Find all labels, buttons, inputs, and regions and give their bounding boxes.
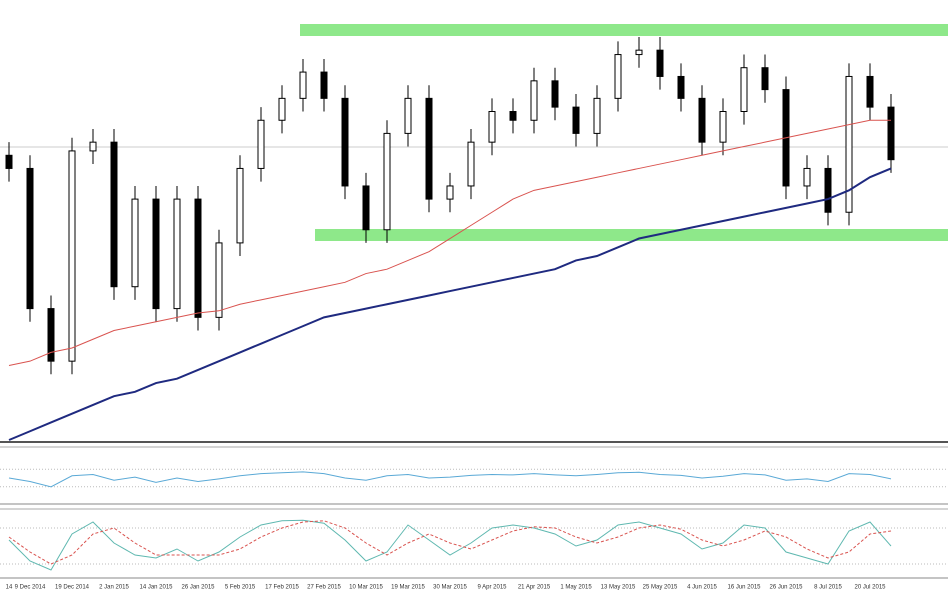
candle-body bbox=[509, 111, 517, 121]
x-tick-label: 2 Jan 2015 bbox=[99, 585, 129, 591]
candle-body bbox=[173, 198, 181, 310]
indicator-line bbox=[8, 119, 891, 367]
candle-body bbox=[404, 97, 412, 134]
x-tick-label: 26 Jan 2015 bbox=[181, 585, 215, 591]
x-tick-label: 26 Jun 2015 bbox=[769, 585, 803, 591]
indicator-line bbox=[8, 167, 892, 441]
candle-body bbox=[257, 119, 265, 169]
x-tick-label: 9 Dec 2014 bbox=[15, 585, 46, 591]
candle-body bbox=[551, 80, 559, 108]
candle-body bbox=[719, 111, 727, 143]
candle-body bbox=[47, 308, 55, 362]
x-tick-label: 4 Jun 2015 bbox=[687, 585, 717, 591]
candle-body bbox=[635, 49, 643, 56]
candle-body bbox=[593, 97, 601, 134]
x-tick-label: 27 Feb 2015 bbox=[307, 585, 341, 591]
candle-body bbox=[68, 150, 76, 362]
candle-body bbox=[89, 141, 97, 152]
candle-body bbox=[656, 49, 664, 77]
x-tick-label: 14 bbox=[6, 585, 13, 591]
candle-body bbox=[215, 242, 223, 318]
candle-body bbox=[278, 97, 286, 121]
x-tick-label: 13 May 2015 bbox=[601, 585, 636, 591]
candle-body bbox=[845, 75, 853, 213]
x-tick-label: 9 Apr 2015 bbox=[477, 585, 507, 591]
candle-body bbox=[110, 141, 118, 288]
support-zone bbox=[315, 229, 948, 241]
x-tick-label: 14 Jan 2015 bbox=[139, 585, 173, 591]
x-tick-label: 5 Feb 2015 bbox=[225, 585, 256, 591]
candle-body bbox=[698, 97, 706, 143]
x-tick-label: 30 Mar 2015 bbox=[433, 585, 467, 591]
x-tick-label: 8 Jul 2015 bbox=[814, 585, 842, 591]
indicator-line bbox=[8, 519, 892, 571]
candle-body bbox=[761, 67, 769, 91]
candle-body bbox=[677, 75, 685, 99]
x-tick-label: 25 May 2015 bbox=[643, 585, 678, 591]
candle-body bbox=[5, 154, 13, 169]
candle-body bbox=[26, 167, 34, 310]
candle-body bbox=[488, 111, 496, 143]
candle-body bbox=[341, 97, 349, 187]
x-tick-label: 10 Mar 2015 bbox=[349, 585, 383, 591]
indicator-line bbox=[8, 520, 892, 565]
candle-body bbox=[530, 80, 538, 121]
candle-body bbox=[467, 141, 475, 187]
candle-body bbox=[299, 71, 307, 99]
x-tick-label: 1 May 2015 bbox=[560, 585, 592, 591]
candle-body bbox=[887, 106, 895, 161]
candle-body bbox=[740, 67, 748, 112]
x-tick-label: 16 Jun 2015 bbox=[727, 585, 761, 591]
resistance-zone bbox=[300, 24, 948, 36]
candle-body bbox=[362, 185, 370, 231]
candle-body bbox=[131, 198, 139, 288]
candle-body bbox=[446, 185, 454, 200]
indicator-line bbox=[8, 471, 892, 488]
candle-body bbox=[824, 167, 832, 213]
x-tick-label: 19 Mar 2015 bbox=[391, 585, 425, 591]
x-tick-label: 17 Feb 2015 bbox=[265, 585, 299, 591]
candle-body bbox=[425, 97, 433, 200]
candle-body bbox=[194, 198, 202, 318]
candle-body bbox=[572, 106, 580, 134]
candle-body bbox=[320, 71, 328, 99]
candle-body bbox=[152, 198, 160, 310]
candle-body bbox=[383, 132, 391, 231]
x-tick-label: 19 Dec 2014 bbox=[55, 585, 90, 591]
candle-body bbox=[614, 54, 622, 99]
candle-body bbox=[236, 167, 244, 244]
candle-body bbox=[866, 75, 874, 108]
x-tick-label: 20 Jul 2015 bbox=[854, 585, 886, 591]
x-tick-label: 21 Apr 2015 bbox=[518, 585, 551, 591]
candle-body bbox=[803, 167, 811, 187]
